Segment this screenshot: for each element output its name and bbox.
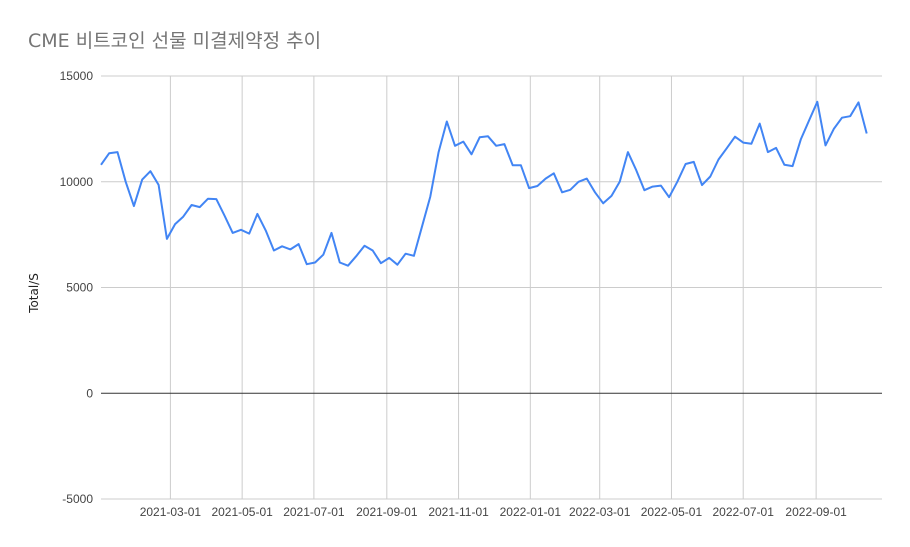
x-tick-label: 2022-07-01 xyxy=(713,505,775,519)
series-layer xyxy=(100,100,868,267)
y-tick-label: 0 xyxy=(86,386,93,400)
y-tick-label: 10000 xyxy=(60,175,94,189)
y-tick-label: 15000 xyxy=(60,69,94,83)
x-tick-label: 2022-03-01 xyxy=(569,505,631,519)
x-tick-label: 2021-03-01 xyxy=(140,505,202,519)
x-tick-label: 2021-09-01 xyxy=(356,505,418,519)
tick-labels: -5000 0 5000 10000 15000 2021-03-01 2021-05-01… xyxy=(60,69,848,519)
chart-title: CME 비트코인 선물 미결제약정 추이 xyxy=(28,30,322,52)
x-tick-label: 2021-11-01 xyxy=(428,505,489,519)
x-tick-label: 2022-09-01 xyxy=(785,505,847,519)
x-tick-label: 2021-07-01 xyxy=(283,505,345,519)
x-tick-label: 2022-05-01 xyxy=(641,505,703,519)
y-tick-label: -5000 xyxy=(62,492,93,506)
gridlines xyxy=(101,75,882,500)
series-line xyxy=(100,100,868,267)
x-tick-label: 2021-05-01 xyxy=(211,505,273,519)
y-tick-label: 5000 xyxy=(66,281,93,295)
x-tick-label: 2022-01-01 xyxy=(500,505,562,519)
